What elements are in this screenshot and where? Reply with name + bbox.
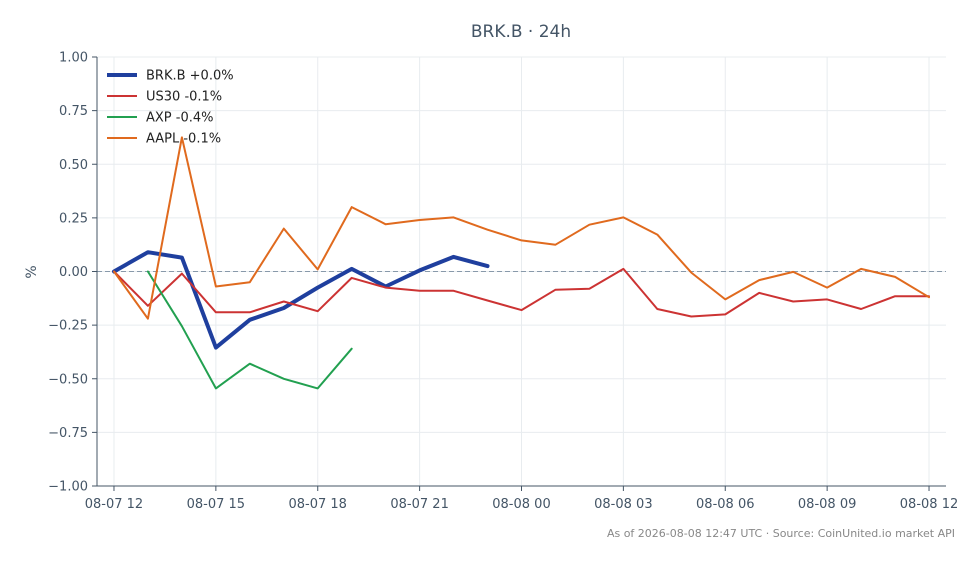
x-tick-label-4: 08-08 00 (492, 497, 550, 512)
series-line-1 (113, 267, 930, 318)
series-lines (112, 136, 930, 390)
x-tick-label-3: 08-07 21 (390, 497, 448, 512)
y-tick-label-3: 0.25 (59, 211, 88, 226)
source-footer: As of 2026-08-08 12:47 UTC · Source: Coi… (607, 527, 955, 540)
x-tick-label-0: 08-07 12 (85, 497, 143, 512)
x-tick-label-7: 08-08 09 (798, 497, 856, 512)
series-line-3 (113, 136, 930, 320)
y-tick-labels: 1.00 0.75 0.50 0.25 0.00 −0.25 −0.50 −0.75 −1.00 (48, 51, 97, 495)
y-axis-label: % (24, 265, 40, 278)
x-tick-label-6: 08-08 06 (696, 497, 754, 512)
x-tick-label-5: 08-08 03 (594, 497, 652, 512)
x-tick-label-8: 08-08 12 (900, 497, 958, 512)
legend: BRK.B +0.0% US30 -0.1% AXP -0.4% AAPL -0.1% (107, 69, 234, 147)
legend-label-2: AXP -0.4% (146, 111, 214, 126)
y-tick-label-2: 0.50 (59, 158, 88, 173)
y-tick-label-6: −0.50 (48, 372, 88, 387)
x-tick-label-1: 08-07 15 (187, 497, 245, 512)
y-tick-label-8: −1.00 (48, 480, 88, 495)
series-line-0 (112, 250, 490, 350)
x-tick-labels: 08-07 12 08-07 15 08-07 18 08-07 21 08-08 00… (85, 486, 958, 512)
legend-label-1: US30 -0.1% (146, 90, 222, 105)
series-line-2 (146, 270, 353, 390)
legend-label-3: AAPL -0.1% (146, 132, 221, 147)
legend-label-0: BRK.B +0.0% (146, 69, 234, 84)
y-tick-label-7: −0.75 (48, 426, 88, 441)
y-tick-label-1: 0.75 (59, 104, 88, 119)
y-tick-label-5: −0.25 (48, 319, 88, 334)
y-tick-label-0: 1.00 (59, 51, 88, 66)
x-tick-label-2: 08-07 18 (289, 497, 347, 512)
chart-title: BRK.B · 24h (471, 22, 571, 42)
y-tick-label-4: 0.00 (59, 265, 88, 280)
